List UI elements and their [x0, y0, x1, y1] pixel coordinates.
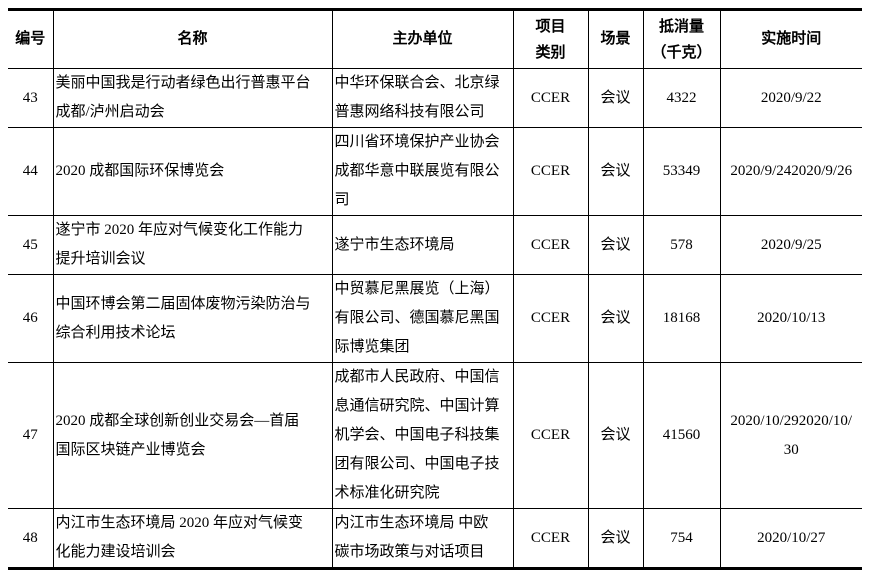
cell-name-line: 综合利用技术论坛: [55, 324, 176, 341]
header-organizer: 主办单位: [331, 8, 514, 69]
cell-name-line: 2020 成都国际环保博览会: [55, 163, 225, 179]
cell-name: 2020 成都全球创新创业交易会—首届 国际区块链产业博览会: [52, 362, 333, 509]
cell-organizer-line: 中贸慕尼黑展览（上海）: [334, 281, 500, 297]
cell-name-line: 内江市生态环境局 2020 年应对气候变: [55, 515, 304, 531]
cell-organizer-line: 普惠网络科技有限公司: [334, 104, 485, 120]
cell-id: 47: [8, 362, 54, 509]
cell-date: 2020/10/27: [719, 508, 862, 570]
cell-name-line: 美丽中国我是行动者绿色出行普惠平台: [55, 75, 311, 91]
header-offset: 抵消量 （千克）: [642, 8, 721, 69]
cell-id: 45: [8, 215, 54, 275]
cell-name-line: 提升培训会议: [55, 251, 146, 267]
cell-organizer-line: 遂宁市生态环境局: [334, 236, 455, 253]
cell-organizer: 中华环保联合会、北京绿 普惠网络科技有限公司: [331, 68, 514, 128]
cell-organizer-line: 四川省环境保护产业协会: [334, 134, 500, 150]
cell-date: 2020/9/242020/9/26: [719, 127, 862, 216]
header-type-line: 类别: [535, 44, 566, 61]
header-type-line: 项目: [535, 18, 566, 35]
cell-offset: 578: [642, 215, 721, 275]
cell-organizer: 遂宁市生态环境局: [331, 215, 514, 275]
header-offset-line: （千克）: [651, 44, 712, 61]
cell-type: CCER: [512, 68, 589, 128]
cell-organizer: 四川省环境保护产业协会 成都华意中联展览有限公司: [331, 127, 514, 216]
cell-organizer-line: 术标准化研究院: [334, 485, 440, 501]
cell-scene: 会议: [587, 508, 644, 570]
table-row: 45 遂宁市 2020 年应对气候变化工作能力 提升培训会议 遂宁市生态环境局 CCER…: [8, 215, 862, 275]
cell-organizer-line: 内江市生态环境局 中欧: [334, 515, 489, 531]
cell-date-line: 2020/9/25: [760, 236, 822, 253]
cell-organizer-line: 成都华意中联展览有限公: [334, 163, 500, 179]
header-type: 项目 类别: [512, 8, 589, 69]
cell-organizer-line: 司: [334, 192, 350, 208]
cell-name-line: 遂宁市 2020 年应对气候变化工作能力: [55, 222, 304, 238]
header-offset-line: 抵消量: [658, 18, 704, 35]
cell-scene: 会议: [587, 127, 644, 216]
cell-name-line: 中国环博会第二届固体废物污染防治与: [55, 295, 311, 312]
cell-date-line: 2020/10/27: [757, 529, 826, 546]
cell-organizer-line: 碳市场政策与对话项目: [334, 544, 485, 560]
cell-name-line: 2020 成都全球创新创业交易会—首届: [55, 412, 300, 429]
table-row: 44 2020 成都国际环保博览会 四川省环境保护产业协会 成都华意中联展览有限公司 C…: [8, 127, 862, 216]
cell-scene: 会议: [587, 362, 644, 509]
cell-offset: 754: [642, 508, 721, 570]
cell-type: CCER: [512, 362, 589, 509]
cell-organizer-line: 际博览集团: [334, 339, 410, 355]
cell-date: 2020/9/22: [719, 68, 862, 128]
cell-organizer-line: 中华环保联合会、北京绿: [334, 75, 500, 91]
cell-name-line: 国际区块链产业博览会: [55, 441, 206, 458]
cell-offset: 4322: [642, 68, 721, 128]
cell-id: 46: [8, 274, 54, 363]
header-scene: 场景: [587, 8, 644, 69]
cell-type: CCER: [512, 508, 589, 570]
table-header-row: 编号 名称 主办单位 项目 类别 场景 抵消量 （千克） 实施时间: [8, 8, 862, 69]
cell-date-line: 2020/10/13: [757, 310, 826, 326]
cell-scene: 会议: [587, 274, 644, 363]
cell-organizer-line: 息通信研究院、中国计算: [334, 398, 500, 414]
cell-organizer: 中贸慕尼黑展览（上海） 有限公司、德国慕尼黑国 际博览集团: [331, 274, 514, 363]
header-name: 名称: [52, 8, 333, 69]
table-row: 43 美丽中国我是行动者绿色出行普惠平台 成都/泸州启动会 中华环保联合会、北京绿 普惠…: [8, 68, 862, 128]
table-row: 48 内江市生态环境局 2020 年应对气候变 化能力建设培训会 内江市生态环境局 中…: [8, 508, 862, 570]
cell-organizer-line: 有限公司、德国慕尼黑国: [334, 310, 500, 326]
cell-date-line: 2020/10/292020/10/: [730, 412, 853, 429]
cell-id: 48: [8, 508, 54, 570]
cell-offset: 18168: [642, 274, 721, 363]
table-row: 46 中国环博会第二届固体废物污染防治与 综合利用技术论坛 中贸慕尼黑展览（上海） 有限…: [8, 274, 862, 363]
cell-name: 中国环博会第二届固体废物污染防治与 综合利用技术论坛: [52, 274, 333, 363]
cell-name-line: 成都/泸州启动会: [55, 104, 165, 120]
cell-offset: 41560: [642, 362, 721, 509]
cell-name: 美丽中国我是行动者绿色出行普惠平台 成都/泸州启动会: [52, 68, 333, 128]
cell-organizer-line: 机学会、中国电子科技集: [334, 427, 500, 443]
table-row: 47 2020 成都全球创新创业交易会—首届 国际区块链产业博览会 成都市人民政府、中…: [8, 362, 862, 509]
cell-offset: 53349: [642, 127, 721, 216]
cell-type: CCER: [512, 274, 589, 363]
header-date: 实施时间: [719, 8, 862, 69]
cell-date: 2020/10/292020/10/30: [719, 362, 862, 509]
cell-name: 内江市生态环境局 2020 年应对气候变 化能力建设培训会: [52, 508, 333, 570]
project-table: 编号 名称 主办单位 项目 类别 场景 抵消量 （千克） 实施时间 43 美丽中国…: [8, 8, 862, 570]
cell-date-line: 2020/9/242020/9/26: [730, 163, 853, 179]
cell-type: CCER: [512, 215, 589, 275]
cell-id: 44: [8, 127, 54, 216]
cell-organizer: 内江市生态环境局 中欧 碳市场政策与对话项目: [331, 508, 514, 570]
cell-scene: 会议: [587, 215, 644, 275]
cell-scene: 会议: [587, 68, 644, 128]
cell-name-line: 化能力建设培训会: [55, 544, 176, 560]
cell-date: 2020/9/25: [719, 215, 862, 275]
cell-organizer-line: 团有限公司、中国电子技: [334, 456, 500, 472]
cell-organizer-line: 成都市人民政府、中国信: [334, 369, 500, 385]
header-id: 编号: [8, 8, 54, 69]
cell-date-line: 2020/9/22: [760, 89, 822, 106]
cell-name: 遂宁市 2020 年应对气候变化工作能力 提升培训会议: [52, 215, 333, 275]
cell-type: CCER: [512, 127, 589, 216]
cell-date-line: 30: [783, 441, 799, 458]
cell-id: 43: [8, 68, 54, 128]
cell-date: 2020/10/13: [719, 274, 862, 363]
cell-name: 2020 成都国际环保博览会: [52, 127, 333, 216]
cell-organizer: 成都市人民政府、中国信 息通信研究院、中国计算 机学会、中国电子科技集 团有限公司、中…: [331, 362, 514, 509]
